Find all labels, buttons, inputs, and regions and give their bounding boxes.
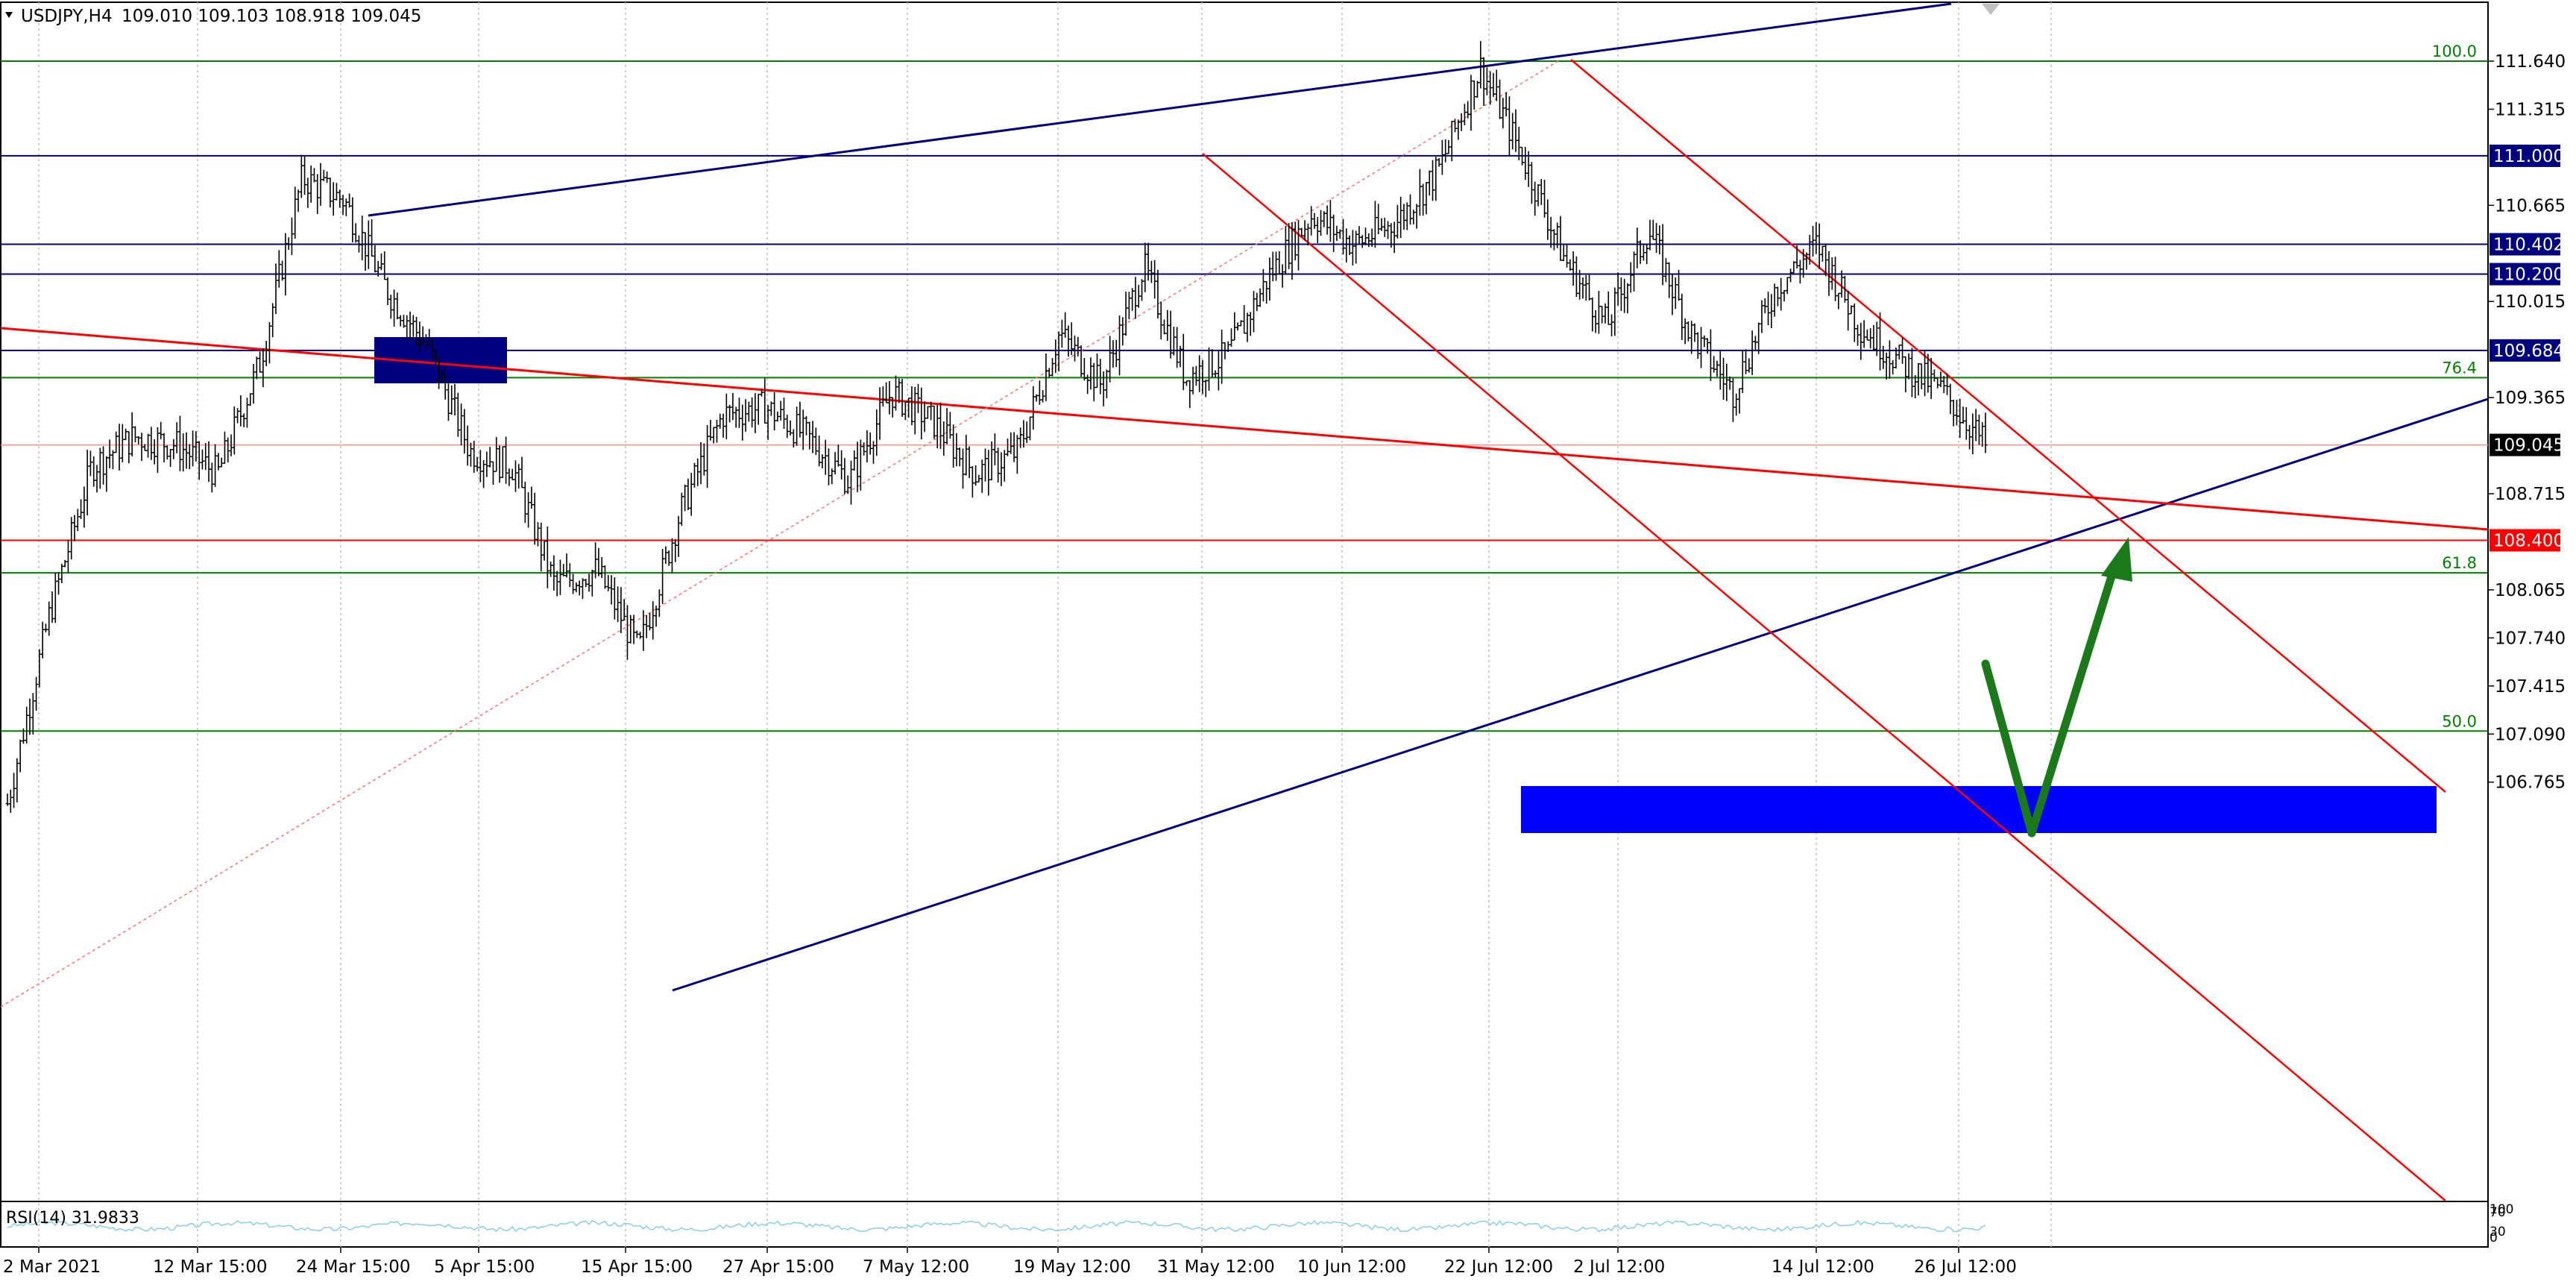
time-tick-label: 12 Mar 15:00: [153, 1257, 268, 1277]
price-tick-label: 110.665: [2495, 196, 2566, 216]
price-tick-label: 108.065: [2495, 581, 2566, 600]
axes: 111.640 111.315 110.665 110.015 109.365 108.7…: [3, 2, 2576, 1282]
time-tick-label: 2 Mar 2021: [3, 1257, 101, 1277]
level-price-box: [2490, 433, 2560, 456]
level-price-box: [2490, 233, 2560, 256]
price-tick-label: 111.640: [2495, 52, 2566, 72]
scroll-marker-icon[interactable]: [1982, 4, 2000, 15]
price-tick-label: 107.740: [2495, 629, 2566, 648]
price-tick-label: 107.415: [2495, 677, 2566, 697]
arrow-down-leg: [1981, 659, 2036, 838]
level-price-label: 110.402: [2493, 235, 2564, 254]
zones: [374, 337, 2437, 833]
time-tick-label: 14 Jul 12:00: [1772, 1257, 1874, 1277]
arrow-head-icon: [2101, 537, 2132, 582]
rsi-scale-label: 100: [2490, 1202, 2513, 1217]
price-bar: [1983, 412, 1988, 453]
price-axis-bg: [2489, 2, 2576, 1282]
rsi-scale-label: 70: [2490, 1205, 2506, 1220]
level-price-label: 109.684: [2493, 342, 2564, 361]
trendlines: [0, 2, 2489, 1201]
time-tick-label: 19 May 12:00: [1013, 1257, 1131, 1277]
price-tick-label: 107.090: [2495, 725, 2566, 744]
price-tick-label: 109.365: [2495, 389, 2566, 408]
time-tick-label: 15 Apr 15:00: [581, 1257, 693, 1277]
time-tick-label: 10 Jun 12:00: [1297, 1257, 1406, 1277]
level-price-label: 111.000: [2493, 147, 2564, 166]
level-price-box: [2490, 263, 2560, 286]
price-tick-label: 106.765: [2495, 773, 2566, 793]
time-tick-label: 31 May 12:00: [1157, 1257, 1275, 1277]
price-tick-label: 111.315: [2495, 100, 2566, 119]
time-tick-label: 27 Apr 15:00: [722, 1257, 834, 1277]
grid: [38, 2, 2052, 1247]
fib-level-label: 50.0: [2442, 712, 2477, 730]
price-tick-label: 110.015: [2495, 292, 2566, 312]
level-price-label: 108.400: [2493, 531, 2564, 550]
level-price-label: 110.200: [2493, 265, 2564, 285]
rsi-scale-label: 30: [2490, 1225, 2506, 1239]
support-zone: [1521, 786, 2437, 833]
time-tick-label: 22 Jun 12:00: [1444, 1257, 1553, 1277]
level-price-box: [2490, 339, 2560, 362]
rsi-line: [7, 1219, 1986, 1233]
arrow-up-leg: [2027, 562, 2119, 838]
fib-level-label: 100.0: [2432, 43, 2477, 60]
price-tick-label: 108.715: [2495, 485, 2566, 504]
chart-symbol: USDJPY,H4: [21, 7, 113, 26]
descending-red-line: [0, 327, 2489, 531]
channel-upper-line: [1570, 59, 2446, 793]
time-tick-label: 24 Mar 15:00: [296, 1257, 411, 1277]
time-tick-label: 26 Jul 12:00: [1914, 1257, 2017, 1277]
rsi-scale-label: 0: [2490, 1231, 2498, 1245]
rsi-panel: [7, 1219, 1986, 1233]
fib-level-label: 61.8: [2442, 554, 2477, 572]
time-tick-label: 2 Jul 12:00: [1573, 1257, 1665, 1277]
level-price-box: [2490, 529, 2560, 552]
ohlc-readout: 109.010 109.103 108.918 109.045: [122, 7, 421, 26]
level-price-box: [2490, 144, 2560, 167]
level-price-label: 109.045: [2493, 436, 2564, 456]
fib-level-label: 76.4: [2442, 359, 2477, 377]
time-tick-label: 7 May 12:00: [863, 1257, 969, 1277]
upper-trendline: [368, 2, 1952, 217]
rising-support-line: [672, 398, 2489, 992]
time-tick-label: 5 Apr 15:00: [434, 1257, 535, 1277]
menu-dropdown-icon[interactable]: [5, 12, 13, 18]
rsi-label: RSI(14) 31.9833: [6, 1209, 139, 1228]
price-bars: [5, 41, 1988, 813]
channel-lower-line: [1202, 153, 2446, 1201]
forecast-arrows: [1981, 537, 2132, 838]
